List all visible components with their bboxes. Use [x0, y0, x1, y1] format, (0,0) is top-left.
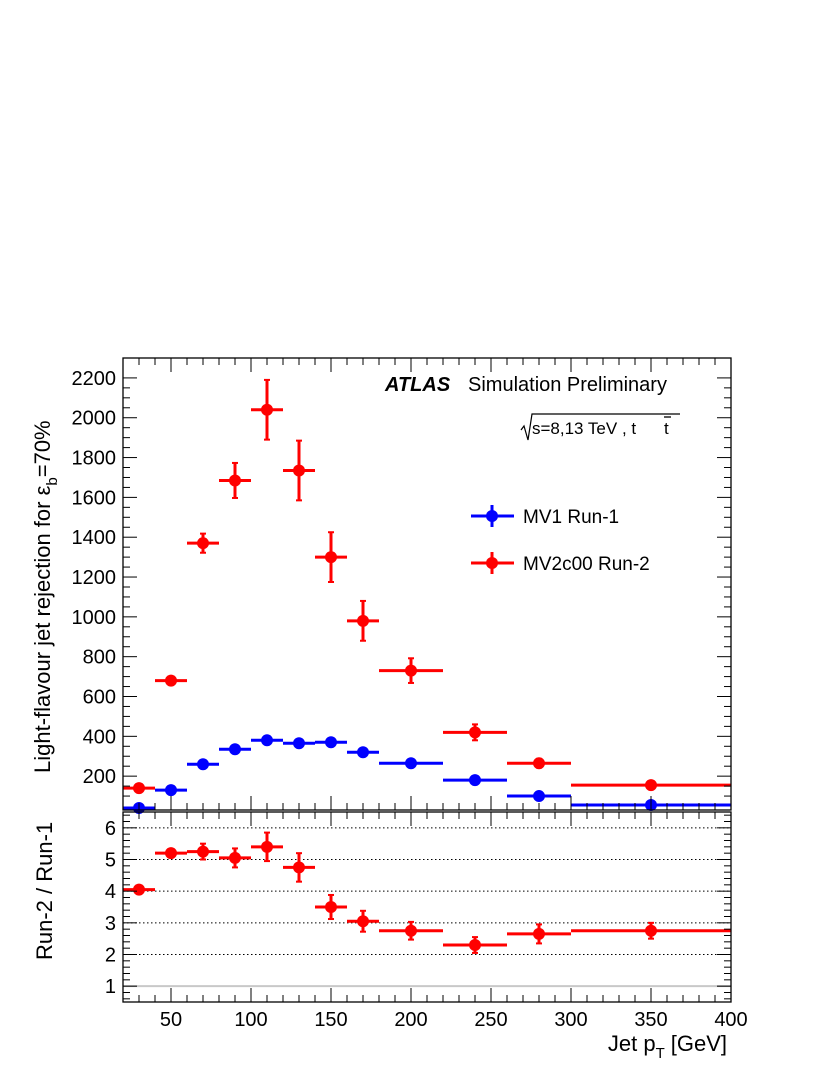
atlas-label: ATLAS [384, 374, 451, 396]
main-data-point [469, 774, 481, 787]
ratio-panel-series [123, 831, 731, 954]
ratio-data-point [357, 915, 369, 928]
main-y-tick-label: 1600 [72, 487, 117, 509]
main-y-tick-label: 200 [83, 766, 116, 788]
ratio-panel-grid [123, 827, 731, 988]
main-data-point [357, 614, 369, 627]
ratio-data-point [293, 861, 305, 874]
main-data-point [229, 474, 241, 487]
main-data-point [165, 674, 177, 687]
legend-entry-mv2c00: MV2c00 Run-2 [471, 552, 650, 575]
main-y-tick-label: 800 [83, 647, 116, 669]
main-data-point [133, 782, 145, 795]
y-title-tail: =70% [30, 420, 55, 477]
ratio-data-point [165, 847, 177, 860]
main-data-point [197, 758, 209, 771]
legend-marker-mv2c00 [486, 557, 498, 569]
x-tick-label: 150 [314, 1009, 347, 1031]
ratio-data-point [133, 883, 145, 896]
x-tick-label: 100 [234, 1009, 267, 1031]
main-y-tick-label: 1200 [72, 567, 117, 589]
main-data-point [293, 464, 305, 477]
simulation-label: Simulation Preliminary [468, 374, 667, 396]
ratio-series-0 [123, 831, 731, 954]
main-data-point [533, 757, 545, 770]
main-data-point [325, 551, 337, 564]
ratio-y-tick-label: 1 [105, 976, 116, 998]
sqrt-sign-icon [520, 413, 680, 441]
main-data-point [405, 757, 417, 770]
main-data-point [325, 736, 337, 749]
ratio-panel-ticks: 1 2 3 4 5 6 50 100 150 200 250 300 350 400 [105, 812, 748, 1031]
ratio-y-tick-label: 3 [105, 913, 116, 935]
main-panel-ticks: 200 400 600 800 1000 1200 1400 1600 1800 2000 2200 [72, 358, 732, 810]
svg-text:Light-flavour jet rejection fo: Light-flavour jet rejection for εb=70% [30, 420, 61, 773]
main-data-point [469, 726, 481, 739]
legend-label-mv1: MV1 Run-1 [523, 507, 619, 528]
ratio-y-axis-title: Run-2 / Run-1 [32, 822, 57, 960]
energy-label: s=8,13 TeV , t [532, 419, 636, 438]
y-title-main: Light-flavour jet rejection for ε [30, 485, 55, 773]
x-title-sub: T [656, 1045, 665, 1062]
x-tick-label: 50 [160, 1009, 182, 1031]
ratio-y-tick-label: 4 [105, 881, 116, 903]
energy-label-tbar: t [664, 419, 669, 438]
x-title-unit: [GeV] [671, 1031, 727, 1056]
ratio-y-tick-label: 5 [105, 850, 116, 872]
x-tick-label: 300 [554, 1009, 587, 1031]
main-data-point [293, 737, 305, 750]
x-tick-label: 350 [634, 1009, 667, 1031]
main-data-point [405, 664, 417, 677]
ratio-data-point [405, 924, 417, 937]
main-data-point [261, 734, 273, 747]
main-y-tick-label: 600 [83, 687, 116, 709]
x-tick-label: 250 [474, 1009, 507, 1031]
main-y-tick-label: 1400 [72, 527, 117, 549]
main-data-point [357, 746, 369, 759]
x-title-main: Jet p [608, 1031, 656, 1056]
main-data-point [533, 790, 545, 803]
main-data-point [165, 784, 177, 797]
legend: MV1 Run-1 MV2c00 Run-2 [471, 505, 650, 575]
ratio-data-point [645, 924, 657, 937]
main-y-tick-label: 2000 [72, 408, 117, 430]
y-title-sub: b [44, 477, 61, 485]
x-tick-label: 200 [394, 1009, 427, 1031]
main-series-1 [123, 378, 731, 795]
ratio-data-point [197, 845, 209, 858]
legend-entry-mv1: MV1 Run-1 [471, 505, 619, 528]
main-data-point [645, 779, 657, 792]
main-data-point [197, 537, 209, 550]
main-data-point [229, 743, 241, 756]
ratio-data-point [533, 927, 545, 940]
ratio-data-point [325, 901, 337, 913]
legend-label-mv2c00: MV2c00 Run-2 [523, 554, 650, 575]
ratio-data-point [261, 840, 273, 853]
legend-marker-mv1 [486, 510, 498, 522]
main-data-point [261, 403, 273, 416]
ratio-data-point [469, 939, 481, 951]
ratio-data-point [229, 851, 241, 864]
main-y-tick-label: 2200 [72, 368, 117, 390]
x-axis-title: Jet pT [GeV] [608, 1031, 727, 1062]
main-y-tick-label: 1800 [72, 448, 117, 470]
main-y-axis-title: Light-flavour jet rejection for εb=70% [30, 420, 61, 773]
main-y-tick-label: 1000 [72, 607, 117, 629]
x-tick-label: 400 [714, 1009, 747, 1031]
ratio-y-tick-label: 6 [105, 818, 116, 840]
ratio-y-tick-label: 2 [105, 945, 116, 967]
main-y-tick-label: 400 [83, 726, 116, 748]
